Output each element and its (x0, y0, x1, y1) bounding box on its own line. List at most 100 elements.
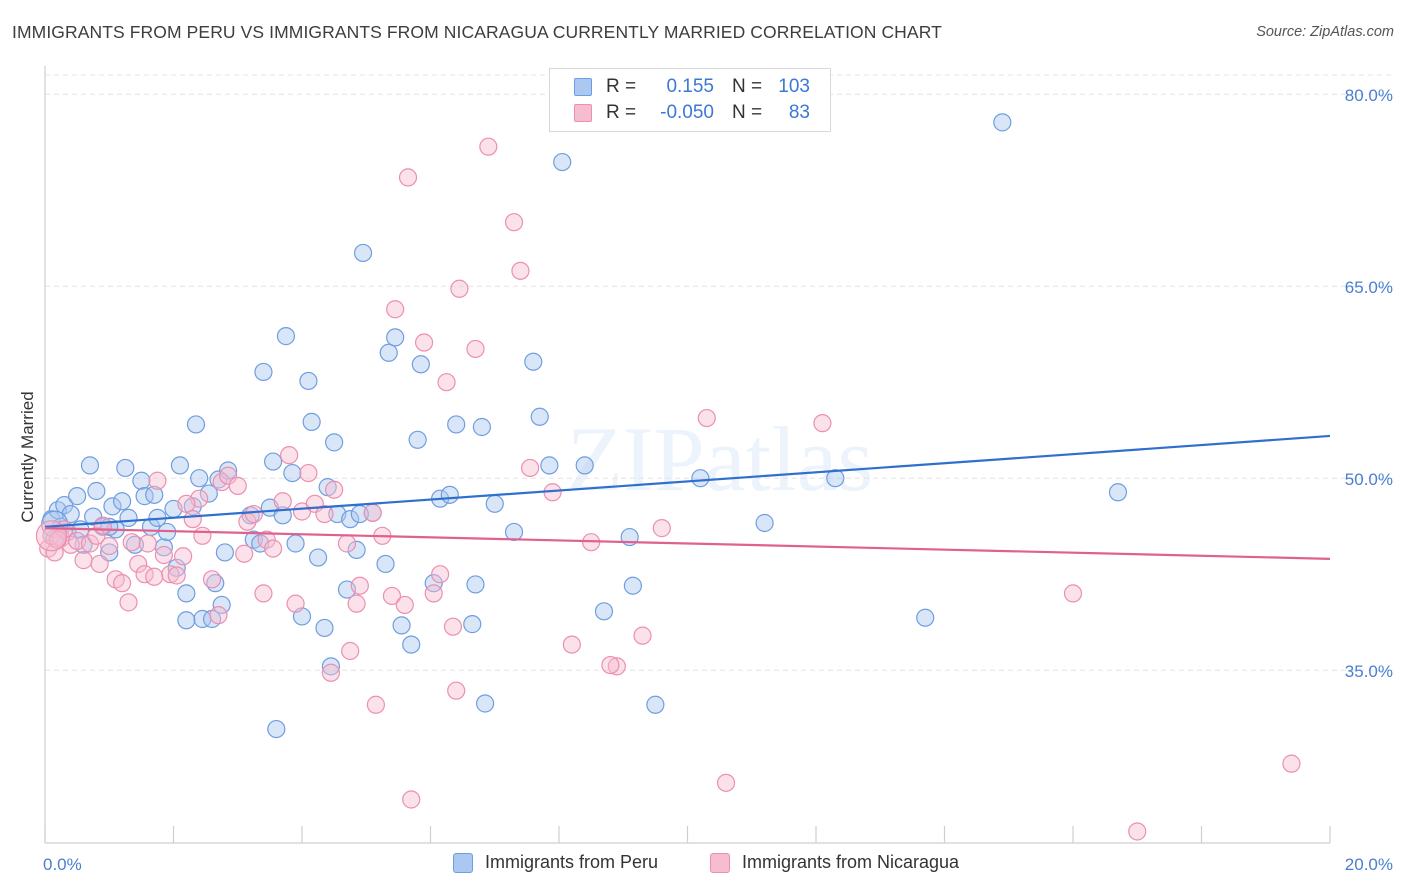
nicaragua-point (119, 593, 138, 612)
nicaragua-point (347, 594, 366, 613)
legend-swatch-peru (574, 78, 592, 96)
peru-point (87, 481, 106, 501)
nicaragua-point (443, 617, 463, 636)
peru-point (755, 513, 774, 533)
nicaragua-point (479, 137, 498, 156)
nicaragua-point (254, 584, 273, 603)
peru-point (135, 487, 154, 506)
nicaragua-point (466, 339, 485, 359)
nicaragua-point (447, 681, 466, 700)
legend-item-peru[interactable]: Immigrants from Peru (453, 852, 658, 873)
nicaragua-point (424, 584, 443, 603)
nicaragua-point (280, 446, 299, 465)
peru-point (476, 694, 495, 713)
nicaragua-point (382, 586, 402, 606)
nicaragua-point (431, 565, 450, 584)
nicaragua-point (177, 494, 196, 513)
nicaragua-point (244, 504, 263, 524)
peru-point (199, 484, 218, 503)
nicaragua-point (183, 510, 202, 529)
nicaragua-point (193, 526, 212, 545)
nicaragua-point (504, 213, 524, 232)
peru-point (325, 433, 344, 452)
peru-point (177, 584, 196, 603)
peru-point (254, 362, 273, 382)
peru-point (386, 328, 405, 347)
peru-point (132, 471, 151, 490)
nicaragua-point (402, 790, 421, 809)
nicaragua-point (386, 300, 405, 319)
nicaragua-point (511, 261, 530, 280)
peru-point (276, 327, 296, 346)
peru-trend-line (44, 434, 1331, 528)
nicaragua-point (562, 635, 581, 654)
nicaragua-point (167, 566, 186, 585)
y-tick-label: 65.0% (1345, 278, 1393, 297)
legend-nicaragua-n-value: 83 (788, 102, 810, 123)
grid-lines (45, 74, 1393, 671)
nicaragua-point (148, 471, 167, 490)
nicaragua-point (813, 414, 832, 433)
nicaragua-point (138, 534, 157, 553)
peru-point (283, 463, 302, 483)
peru-point (103, 497, 122, 516)
peru-point (504, 522, 524, 542)
peru-point (347, 540, 366, 559)
peru-point (212, 595, 231, 615)
peru-point (472, 417, 491, 437)
peru-point (916, 608, 935, 627)
peru-point (263, 452, 283, 471)
legend-peru-n-label: N = (732, 76, 763, 97)
nicaragua-point (325, 480, 344, 499)
nicaragua-point (122, 533, 141, 552)
nicaragua-point (398, 168, 418, 187)
nicaragua-point (90, 554, 109, 574)
y-tick-label: 50.0% (1345, 470, 1393, 489)
legend-item-nicaragua-swatch (710, 852, 730, 873)
peru-point (190, 469, 209, 488)
peru-point (267, 719, 286, 739)
legend-peru-r-label: R = (606, 76, 637, 97)
peru-point (524, 352, 543, 371)
legend-item-peru-swatch (453, 852, 473, 873)
legend-nicaragua-n-label: N = (732, 102, 763, 123)
watermark: ZIPatlas (567, 408, 874, 510)
nicaragua-point (257, 530, 276, 549)
nicaragua-point (286, 594, 305, 613)
nicaragua-point (341, 641, 360, 661)
legend-peru-n-value: 103 (778, 76, 810, 97)
peru-point (321, 657, 341, 676)
peru-point (376, 554, 395, 574)
nicaragua-point (652, 519, 671, 538)
peru-point (402, 635, 421, 654)
nicaragua-point (100, 536, 119, 556)
nicaragua-point (607, 657, 626, 676)
peru-point (215, 543, 234, 562)
peru-point (186, 415, 206, 434)
peru-point (594, 602, 614, 621)
nicaragua-point (414, 333, 434, 352)
peru-point (993, 113, 1012, 132)
nicaragua-point (273, 492, 292, 511)
nicaragua-point (520, 458, 540, 478)
peru-point (170, 456, 190, 475)
peru-point (392, 616, 411, 635)
legend-peru-r-value: 0.155 (666, 76, 714, 97)
legend-row-nicaragua: R = -0.050 N = 83 (574, 100, 810, 126)
nicaragua-point (87, 526, 106, 545)
peru-point (286, 534, 305, 553)
nicaragua-point (395, 595, 414, 615)
peru-point (177, 611, 196, 630)
peru-point (447, 415, 466, 434)
nicaragua-point (697, 408, 716, 428)
x-tick-label: 20.0% (1345, 855, 1393, 874)
nicaragua-point (1063, 584, 1083, 603)
peru-point (466, 575, 485, 594)
peru-point (219, 461, 238, 480)
peru-point (302, 412, 321, 431)
peru-point (463, 615, 482, 634)
peru-point (530, 407, 549, 426)
legend-item-nicaragua[interactable]: Immigrants from Nicaragua (710, 852, 959, 873)
peru-point (553, 152, 572, 172)
peru-point (145, 485, 164, 504)
